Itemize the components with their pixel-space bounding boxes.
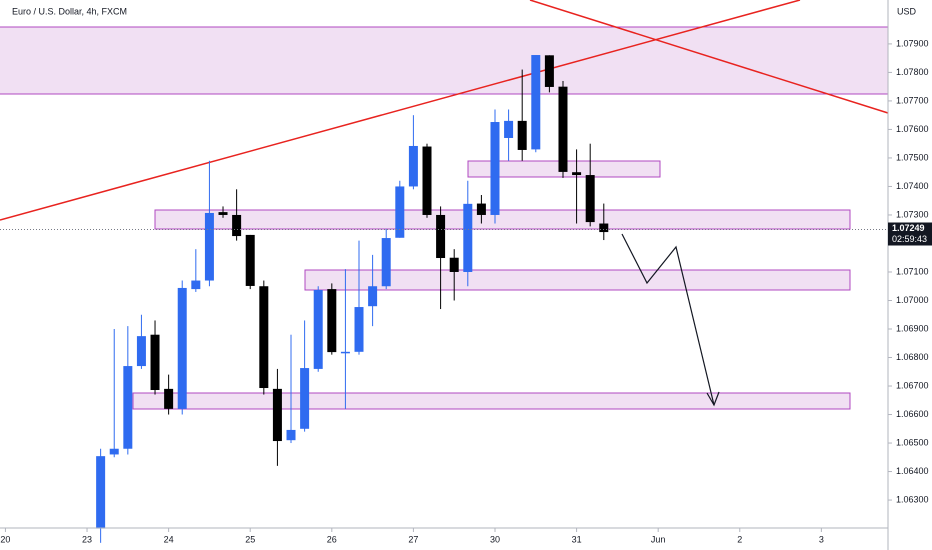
x-tick-label: 31 — [572, 534, 582, 544]
candle-body — [531, 55, 541, 150]
trend-line — [0, 0, 801, 221]
chart-title: Euro / U.S. Dollar, 4h, FXCM — [12, 6, 127, 16]
last-price-box — [888, 222, 932, 246]
x-tick-label: 25 — [245, 534, 255, 544]
candle-body — [395, 186, 405, 238]
candle-body — [544, 55, 554, 87]
candles — [96, 55, 609, 543]
x-tick-label: 2 — [737, 534, 742, 544]
candle-body — [232, 214, 242, 237]
candle-body — [340, 351, 350, 354]
zone — [132, 392, 851, 410]
candle-body — [585, 175, 595, 223]
y-tick-label: 1.06800 — [896, 352, 929, 362]
candle-body — [204, 212, 214, 281]
candle-body — [259, 286, 269, 389]
y-tick-label: 1.07000 — [896, 295, 929, 305]
candle-body — [599, 223, 609, 233]
candle-body — [572, 172, 582, 176]
y-tick-label: 1.07700 — [896, 95, 929, 105]
y-tick-label: 1.06400 — [896, 466, 929, 476]
x-tick-label: Jun — [651, 534, 666, 544]
y-tick-label: 1.07300 — [896, 209, 929, 219]
candle-body — [408, 145, 418, 187]
y-tick-label: 1.06600 — [896, 409, 929, 419]
candle-body — [436, 214, 446, 259]
x-tick-label: 20 — [0, 534, 10, 544]
y-tick-label: 1.06900 — [896, 323, 929, 333]
x-tick-label: 30 — [490, 534, 500, 544]
x-tick-label: 24 — [164, 534, 174, 544]
arrow-head — [706, 391, 720, 407]
candle-body — [313, 289, 323, 369]
x-tick-label: 26 — [327, 534, 337, 544]
candle-body — [177, 287, 187, 409]
candle-body — [327, 289, 337, 353]
y-tick-label: 1.06300 — [896, 494, 929, 504]
axis-unit: USD — [897, 6, 917, 16]
y-tick-label: 1.07500 — [896, 152, 929, 162]
candle-body — [558, 86, 568, 172]
y-tick-label: 1.07400 — [896, 181, 929, 191]
y-tick-label: 1.06500 — [896, 437, 929, 447]
candle-body — [286, 429, 296, 441]
y-tick-label: 1.07800 — [896, 67, 929, 77]
candle-body — [191, 280, 201, 290]
y-tick-label: 1.07100 — [896, 266, 929, 276]
candle-body — [96, 456, 106, 529]
zone — [0, 26, 889, 95]
y-tick-label: 1.07900 — [896, 38, 929, 48]
candle-body — [517, 120, 527, 150]
candle-body — [150, 334, 160, 391]
y-tick-label: 1.07600 — [896, 124, 929, 134]
candle-body — [109, 448, 119, 455]
candle-body — [504, 120, 514, 138]
candle-body — [476, 203, 486, 215]
candle-body — [164, 388, 174, 409]
y-tick-label: 1.06700 — [896, 380, 929, 390]
candle-body — [300, 368, 310, 429]
projection-arrow — [621, 233, 715, 406]
candle-body — [490, 122, 500, 215]
zone — [154, 209, 851, 230]
x-tick-label: 3 — [819, 534, 824, 544]
candle-body — [463, 203, 473, 272]
candle-body — [218, 212, 228, 215]
trend-line — [529, 0, 889, 114]
candle-body — [381, 238, 391, 287]
candle-body — [245, 234, 255, 286]
last-price-label: 1.07249 — [892, 223, 925, 233]
candle-body — [422, 146, 432, 215]
candle-body — [136, 336, 146, 367]
x-tick-label: 23 — [82, 534, 92, 544]
countdown: 02:59:43 — [892, 234, 927, 244]
candle-body — [368, 286, 378, 307]
candle-body — [354, 307, 364, 352]
candle-body — [449, 257, 459, 272]
candle-body — [123, 366, 133, 449]
zone — [304, 269, 851, 291]
candle-body — [272, 388, 282, 442]
x-tick-label: 27 — [408, 534, 418, 544]
drawings — [0, 0, 889, 410]
